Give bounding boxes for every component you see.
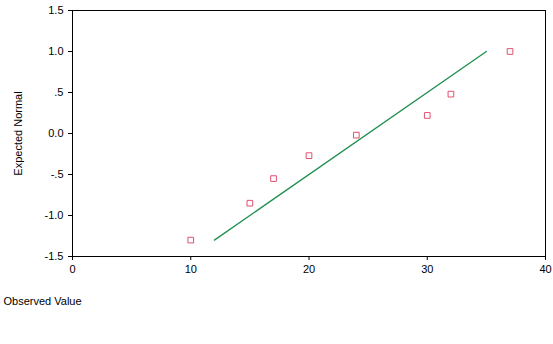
svg-text:0.0: 0.0 bbox=[48, 127, 63, 139]
svg-text:40: 40 bbox=[539, 263, 551, 275]
svg-text:20: 20 bbox=[303, 263, 315, 275]
svg-text:10: 10 bbox=[185, 263, 197, 275]
svg-text:30: 30 bbox=[421, 263, 433, 275]
svg-text:1.0: 1.0 bbox=[48, 45, 63, 57]
svg-text:0: 0 bbox=[69, 263, 75, 275]
svg-text:-.5: -.5 bbox=[51, 168, 64, 180]
svg-text:.5: .5 bbox=[54, 86, 63, 98]
svg-text:-1.0: -1.0 bbox=[45, 209, 64, 221]
svg-text:Observed Value: Observed Value bbox=[4, 295, 82, 307]
svg-text:1.5: 1.5 bbox=[48, 4, 63, 16]
svg-text:-1.5: -1.5 bbox=[45, 250, 64, 262]
svg-text:Expected Normal: Expected Normal bbox=[12, 91, 24, 175]
